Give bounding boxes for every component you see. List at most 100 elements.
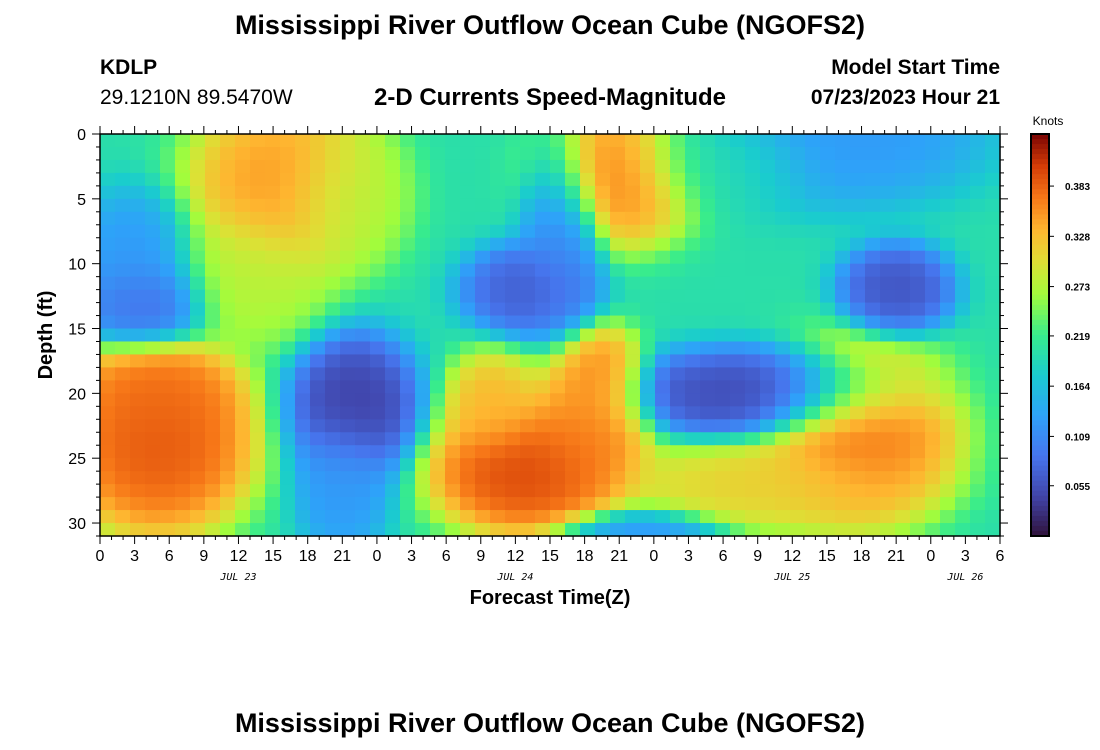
heatmap-cell [175,302,191,317]
chart-title: Mississippi River Outflow Ocean Cube (NG… [234,10,866,40]
heatmap-cell [145,445,161,459]
heatmap-cell [880,445,896,459]
heatmap-cell [385,341,401,356]
heatmap-cell [175,159,191,174]
heatmap-cell [955,289,971,304]
heatmap-cell [970,211,986,226]
heatmap-cell [415,406,431,420]
colorbar-segment [1031,189,1049,195]
heatmap-cell [130,354,146,369]
heatmap-cell [565,341,581,356]
heatmap-cell [235,484,251,498]
heatmap-cell [910,237,926,252]
x-tick-label: 0 [372,548,381,565]
heatmap-cell [370,510,386,524]
heatmap-cell [280,198,296,213]
heatmap-cell [895,432,911,446]
heatmap-cell [235,328,251,343]
heatmap-cell [280,263,296,278]
heatmap-cell [685,393,701,407]
heatmap-cell [835,198,851,213]
heatmap-cell [190,159,206,174]
heatmap-cell [580,250,596,265]
heatmap-cell [640,146,656,161]
heatmap-cell [655,367,671,381]
heatmap-cell [910,445,926,459]
heatmap-cell [445,185,461,200]
heatmap-cell [280,185,296,200]
heatmap-cell [280,328,296,343]
heatmap-cell [490,393,506,407]
heatmap-cell [985,354,1001,369]
heatmap-cell [655,484,671,498]
heatmap-cell [595,159,611,174]
heatmap-cell [475,185,491,200]
heatmap-cell [520,224,536,239]
heatmap-cell [145,289,161,304]
heatmap-cell [475,458,491,472]
heatmap-cell [730,185,746,200]
heatmap-cell [745,367,761,381]
heatmap-cell [550,302,566,317]
heatmap-cell [895,289,911,304]
heatmap-cell [160,237,176,252]
heatmap-cell [595,445,611,459]
heatmap-cell [625,159,641,174]
heatmap-cell [520,341,536,356]
heatmap-cell [115,484,131,498]
heatmap-cell [640,198,656,213]
heatmap-cell [655,458,671,472]
heatmap-cell [295,315,311,330]
heatmap-cell [820,302,836,317]
heatmap-cell [430,185,446,200]
heatmap-cell [310,211,326,226]
heatmap-cell [640,406,656,420]
heatmap-cell [925,484,941,498]
model-start-label: Model Start Time [831,56,1000,79]
heatmap-cell [820,432,836,446]
heatmap-cell [820,328,836,343]
heatmap-cell [370,432,386,446]
heatmap-cell [955,380,971,394]
heatmap-cell [895,237,911,252]
heatmap-cell [670,497,686,511]
heatmap-cell [175,289,191,304]
heatmap-cell [610,510,626,524]
heatmap-cell [175,328,191,343]
heatmap-cell [715,484,731,498]
heatmap-cell [700,471,716,485]
heatmap-cell [910,302,926,317]
heatmap-cell [100,250,116,265]
heatmap-cell [610,146,626,161]
heatmap-cell [310,263,326,278]
heatmap-cell [235,445,251,459]
heatmap-cell [280,484,296,498]
heatmap-cell [445,445,461,459]
heatmap-cell [580,393,596,407]
heatmap-cell [310,510,326,524]
heatmap-cell [760,185,776,200]
heatmap-cell [415,146,431,161]
colorbar-segment [1031,385,1049,391]
heatmap-cell [700,380,716,394]
heatmap-cell [715,185,731,200]
heatmap-cell [460,419,476,433]
heatmap-cell [220,341,236,356]
heatmap-cell [580,198,596,213]
heatmap-cell [925,328,941,343]
heatmap-cell [805,458,821,472]
heatmap-cell [685,276,701,291]
heatmap-cell [880,172,896,187]
heatmap-cell [445,263,461,278]
heatmap-cell [385,497,401,511]
heatmap-cell [310,250,326,265]
heatmap-cell [580,445,596,459]
heatmap-cell [820,315,836,330]
x-axis: 0 3 6 9 12 15 18 21 0 3 6 9 12 15 18 21 0 3 6 9 12 15 18 21 0 3 6 [96,126,1005,565]
heatmap-cell [250,211,266,226]
heatmap-cell [970,159,986,174]
heatmap-cell [100,302,116,317]
heatmap-cell [835,380,851,394]
heatmap-cell [220,458,236,472]
heatmap-cell [535,328,551,343]
